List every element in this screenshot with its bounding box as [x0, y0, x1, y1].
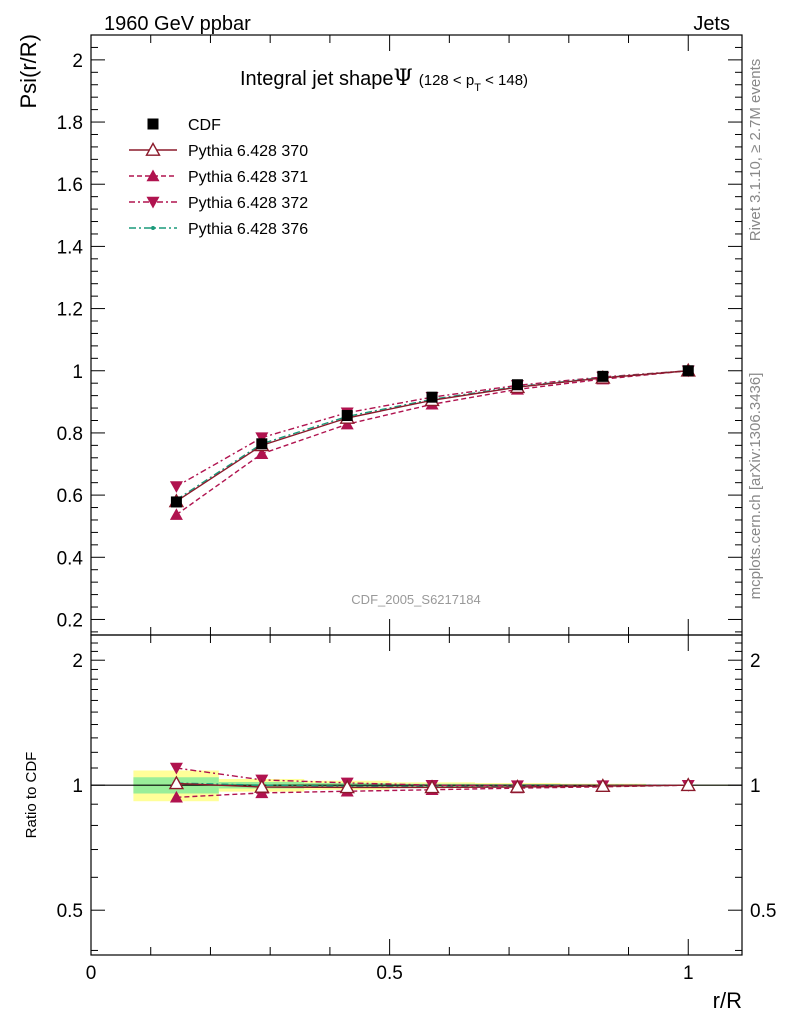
- y-axis-title-bottom: Ratio to CDF: [23, 752, 40, 839]
- p370-ratio-point: [254, 779, 270, 793]
- p370-line: [176, 370, 689, 502]
- p370-ratio-point: [509, 779, 526, 793]
- y-tick-label: 1.6: [57, 175, 83, 196]
- x-axis-title: r/R: [713, 988, 742, 1013]
- legend-marker-p371: [146, 169, 160, 182]
- y-tick-label: 1: [72, 362, 83, 383]
- y-tick-label: 1.2: [57, 300, 83, 321]
- ratio-y-tick-label-right: 2: [750, 651, 761, 672]
- y-axis-title-top: Psi(r/R): [16, 34, 41, 109]
- legend-label-p372: Pythia 6.428 372: [188, 195, 308, 212]
- y-tick-label: 0.8: [57, 424, 83, 445]
- p370-ratio-point: [595, 778, 611, 793]
- p376-line: [176, 370, 689, 501]
- p370-ratio-point: [424, 779, 440, 794]
- plot-title: Integral jet shapeΨ (128 < pT < 148): [240, 66, 528, 94]
- data-point: [341, 410, 353, 422]
- data-point: [682, 365, 694, 377]
- legend-label-p370: Pythia 6.428 370: [188, 143, 308, 160]
- legend-marker-p376: [151, 226, 155, 230]
- x-tick-label: 0.5: [376, 963, 402, 984]
- data-point: [511, 379, 523, 391]
- y-tick-label: 1.4: [57, 237, 84, 258]
- legend-label-data: CDF: [188, 117, 221, 134]
- ratio-y-tick-label: 2: [72, 651, 83, 672]
- mcplots-label: mcplots.cern.ch [arXiv:1306.3436]: [747, 373, 764, 600]
- p372-point: [169, 481, 183, 493]
- ratio-panel-frame: [90, 634, 743, 956]
- data-point: [170, 496, 182, 508]
- p370-ratio-point: [339, 779, 355, 794]
- data-point: [426, 391, 438, 403]
- p371-point: [255, 447, 269, 459]
- p371-point: [169, 508, 183, 520]
- y-tick-label: 1.8: [57, 113, 83, 134]
- p370-ratio-point: [168, 775, 185, 790]
- p372-line: [176, 370, 689, 488]
- legend-label-p376: Pythia 6.428 376: [188, 221, 308, 238]
- x-tick-label: 0: [86, 963, 97, 984]
- ratio-y-tick-label-right: 1: [750, 776, 761, 797]
- y-tick-label: 2: [72, 51, 83, 72]
- y-tick-label: 0.4: [57, 548, 84, 569]
- legend-marker-p370: [145, 142, 161, 156]
- legend: CDF Pythia 6.428 370 Pythia 6.428 371 Pythi…: [129, 117, 308, 238]
- analysis-watermark: CDF_2005_S6217184: [351, 592, 480, 607]
- ratio-y-tick-label: 1: [72, 776, 83, 797]
- data-point: [256, 438, 268, 450]
- series-layer: [168, 362, 696, 803]
- p371-ratio-point: [169, 790, 183, 803]
- legend-marker-p372: [146, 196, 160, 209]
- y-tick-label: 0.2: [57, 610, 83, 631]
- data-point: [597, 370, 609, 382]
- header-energy-label: 1960 GeV ppbar: [104, 13, 251, 35]
- ratio-y-tick-label: 0.5: [57, 901, 83, 922]
- ratio-y-tick-label-right: 0.5: [750, 901, 776, 922]
- legend-label-p371: Pythia 6.428 371: [188, 169, 308, 186]
- y-tick-label: 0.6: [57, 486, 83, 507]
- x-tick-label: 1: [683, 963, 694, 984]
- legend-marker-data: [147, 118, 159, 130]
- p372-ratio-point: [169, 762, 183, 775]
- p370-ratio-point: [680, 777, 696, 792]
- rivet-version-label: Rivet 3.1.10, ≥ 2.7M events: [747, 59, 764, 242]
- header-process-label: Jets: [693, 13, 730, 35]
- axis-ticks: 0.2 0.4 0.6 0.8 1 1.2 1.4 1.6 1.8 2 0 0.5 1 0.5 0.5 1 1 2…: [57, 35, 776, 984]
